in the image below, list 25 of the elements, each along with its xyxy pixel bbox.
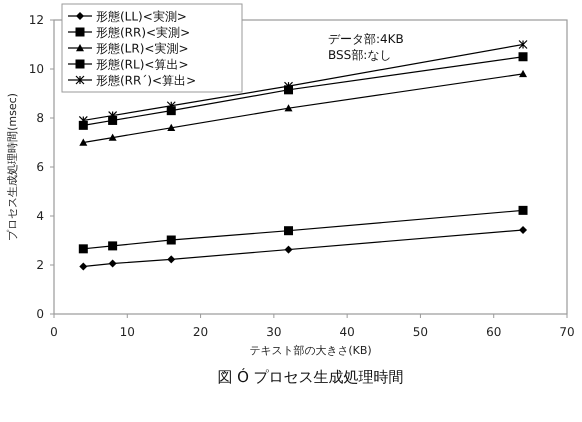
x-tick-label: 30 <box>266 325 282 339</box>
legend-label: 形態(LR)<実測> <box>96 42 188 56</box>
legend-label: 形態(RL)<算出> <box>96 58 188 72</box>
legend-label: 形態(LL)<実測> <box>96 10 187 24</box>
x-tick-label: 40 <box>340 325 355 339</box>
x-tick-label: 20 <box>192 325 208 339</box>
y-tick-label: 2 <box>36 258 44 272</box>
x-tick-label: 60 <box>486 325 502 339</box>
y-tick-label: 4 <box>36 209 44 223</box>
y-tick-label: 0 <box>36 307 44 321</box>
y-tick-label: 8 <box>36 111 44 125</box>
x-tick-label: 50 <box>412 325 428 339</box>
text: 図 Ó プロセス生成処理時間 <box>217 368 404 386</box>
annotation: データ部:4KB <box>328 32 404 46</box>
legend-label: 形態(RR´)<算出> <box>96 74 196 88</box>
y-tick-label: 6 <box>36 160 44 174</box>
legend-label: 形態(RR)<実測> <box>96 26 190 40</box>
annotation: BSS部:なし <box>328 48 392 62</box>
y-tick-label: 10 <box>28 62 44 76</box>
y-axis-title: プロセス生成処理時間(msec) <box>6 93 19 241</box>
x-tick-label: 70 <box>559 325 575 339</box>
x-tick-label: 0 <box>50 325 58 339</box>
x-tick-label: 10 <box>120 325 135 339</box>
y-tick-label: 12 <box>28 13 44 27</box>
x-axis-title: テキスト部の大きさ(KB) <box>249 344 372 357</box>
